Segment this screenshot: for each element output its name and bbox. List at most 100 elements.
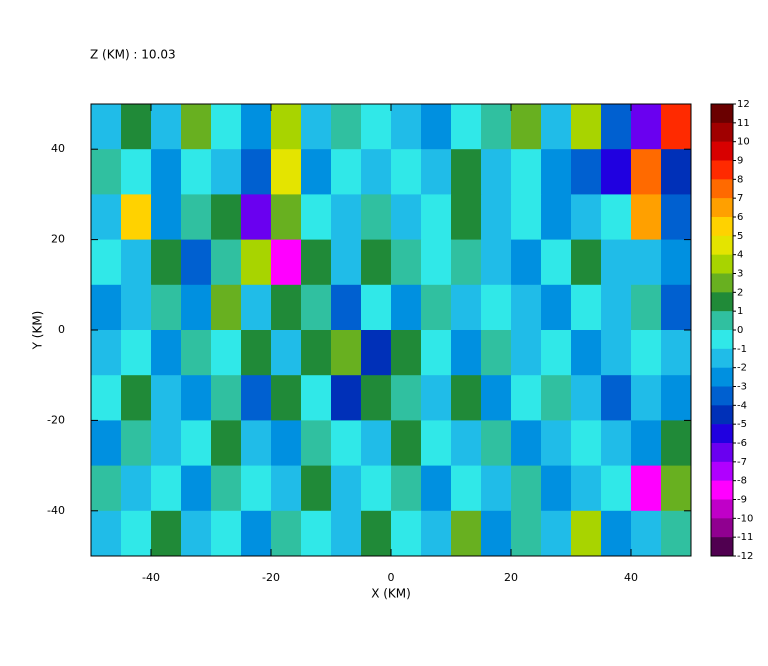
cell (181, 510, 212, 557)
cell (661, 420, 692, 467)
cell (421, 284, 452, 331)
cell (571, 149, 602, 195)
colorbar-label: -6 (737, 438, 747, 449)
colorbar-label: 12 (737, 99, 750, 110)
cell (151, 375, 182, 421)
cell (301, 194, 332, 241)
colorbar-swatch (711, 292, 733, 312)
colorbar-label: 8 (737, 174, 743, 185)
cell (331, 284, 362, 331)
cell (541, 420, 572, 467)
cell (481, 284, 512, 331)
cell (241, 149, 272, 195)
cell (601, 149, 632, 195)
cell (541, 465, 572, 512)
cell (151, 194, 182, 241)
cell (421, 375, 452, 421)
cell (601, 465, 632, 512)
cell (571, 375, 602, 421)
cell (631, 284, 662, 331)
colorbar-label: -1 (737, 344, 747, 355)
cell (271, 149, 302, 195)
colorbar-swatch (711, 461, 733, 481)
cell (91, 239, 122, 286)
cell (121, 284, 152, 331)
cell (451, 375, 482, 421)
cell (151, 420, 182, 467)
cell (541, 510, 572, 557)
cell (181, 420, 212, 467)
cell (571, 284, 602, 331)
cell (151, 465, 182, 512)
cell (91, 104, 122, 150)
cell (511, 330, 542, 376)
cell (511, 149, 542, 195)
cell (511, 465, 542, 512)
cell (301, 465, 332, 512)
x-tick-label: -20 (262, 571, 280, 584)
colorbar-swatch (711, 311, 733, 331)
cell (301, 104, 332, 150)
cell (211, 284, 242, 331)
cell (151, 330, 182, 376)
cell (181, 330, 212, 376)
cell (451, 420, 482, 467)
cell (571, 330, 602, 376)
cell (151, 104, 182, 150)
cell (361, 465, 392, 512)
cell (661, 194, 692, 241)
cell (631, 149, 662, 195)
cell (601, 284, 632, 331)
colorbar-swatch (711, 104, 733, 124)
cell (241, 420, 272, 467)
cell (211, 420, 242, 467)
cell (91, 420, 122, 467)
cell (361, 194, 392, 241)
cell (601, 239, 632, 286)
cell (121, 375, 152, 421)
cell (631, 330, 662, 376)
cell (571, 239, 602, 286)
colorbar-label: 7 (737, 193, 743, 204)
cell (481, 465, 512, 512)
cell (91, 510, 122, 557)
cell (421, 420, 452, 467)
cell (571, 510, 602, 557)
cell (151, 149, 182, 195)
cell (451, 194, 482, 241)
cell (211, 194, 242, 241)
cell (661, 149, 692, 195)
cell (541, 375, 572, 421)
cell (661, 330, 692, 376)
cell (241, 465, 272, 512)
colorbar-label: 5 (737, 231, 743, 242)
y-tick-label: 20 (51, 233, 65, 246)
cell (301, 510, 332, 557)
cell (241, 330, 272, 376)
y-tick-label: 40 (51, 142, 65, 155)
cell (91, 330, 122, 376)
colorbar-swatch (711, 198, 733, 218)
cell (451, 104, 482, 150)
cell (391, 104, 422, 150)
cell (391, 375, 422, 421)
cell (361, 330, 392, 376)
cell (331, 510, 362, 557)
colorbar-swatch (711, 537, 733, 557)
cell (421, 510, 452, 557)
cell (181, 284, 212, 331)
colorbar-label: 2 (737, 287, 743, 298)
cell (571, 194, 602, 241)
cell (211, 510, 242, 557)
colorbar-label: 6 (737, 212, 743, 223)
cell (511, 420, 542, 467)
cell (121, 420, 152, 467)
colorbar-label: -8 (737, 476, 747, 487)
colorbar-swatch (711, 405, 733, 425)
cell (151, 239, 182, 286)
cell (241, 239, 272, 286)
cell (181, 104, 212, 150)
cell (331, 194, 362, 241)
cell (241, 104, 272, 150)
cell (511, 104, 542, 150)
